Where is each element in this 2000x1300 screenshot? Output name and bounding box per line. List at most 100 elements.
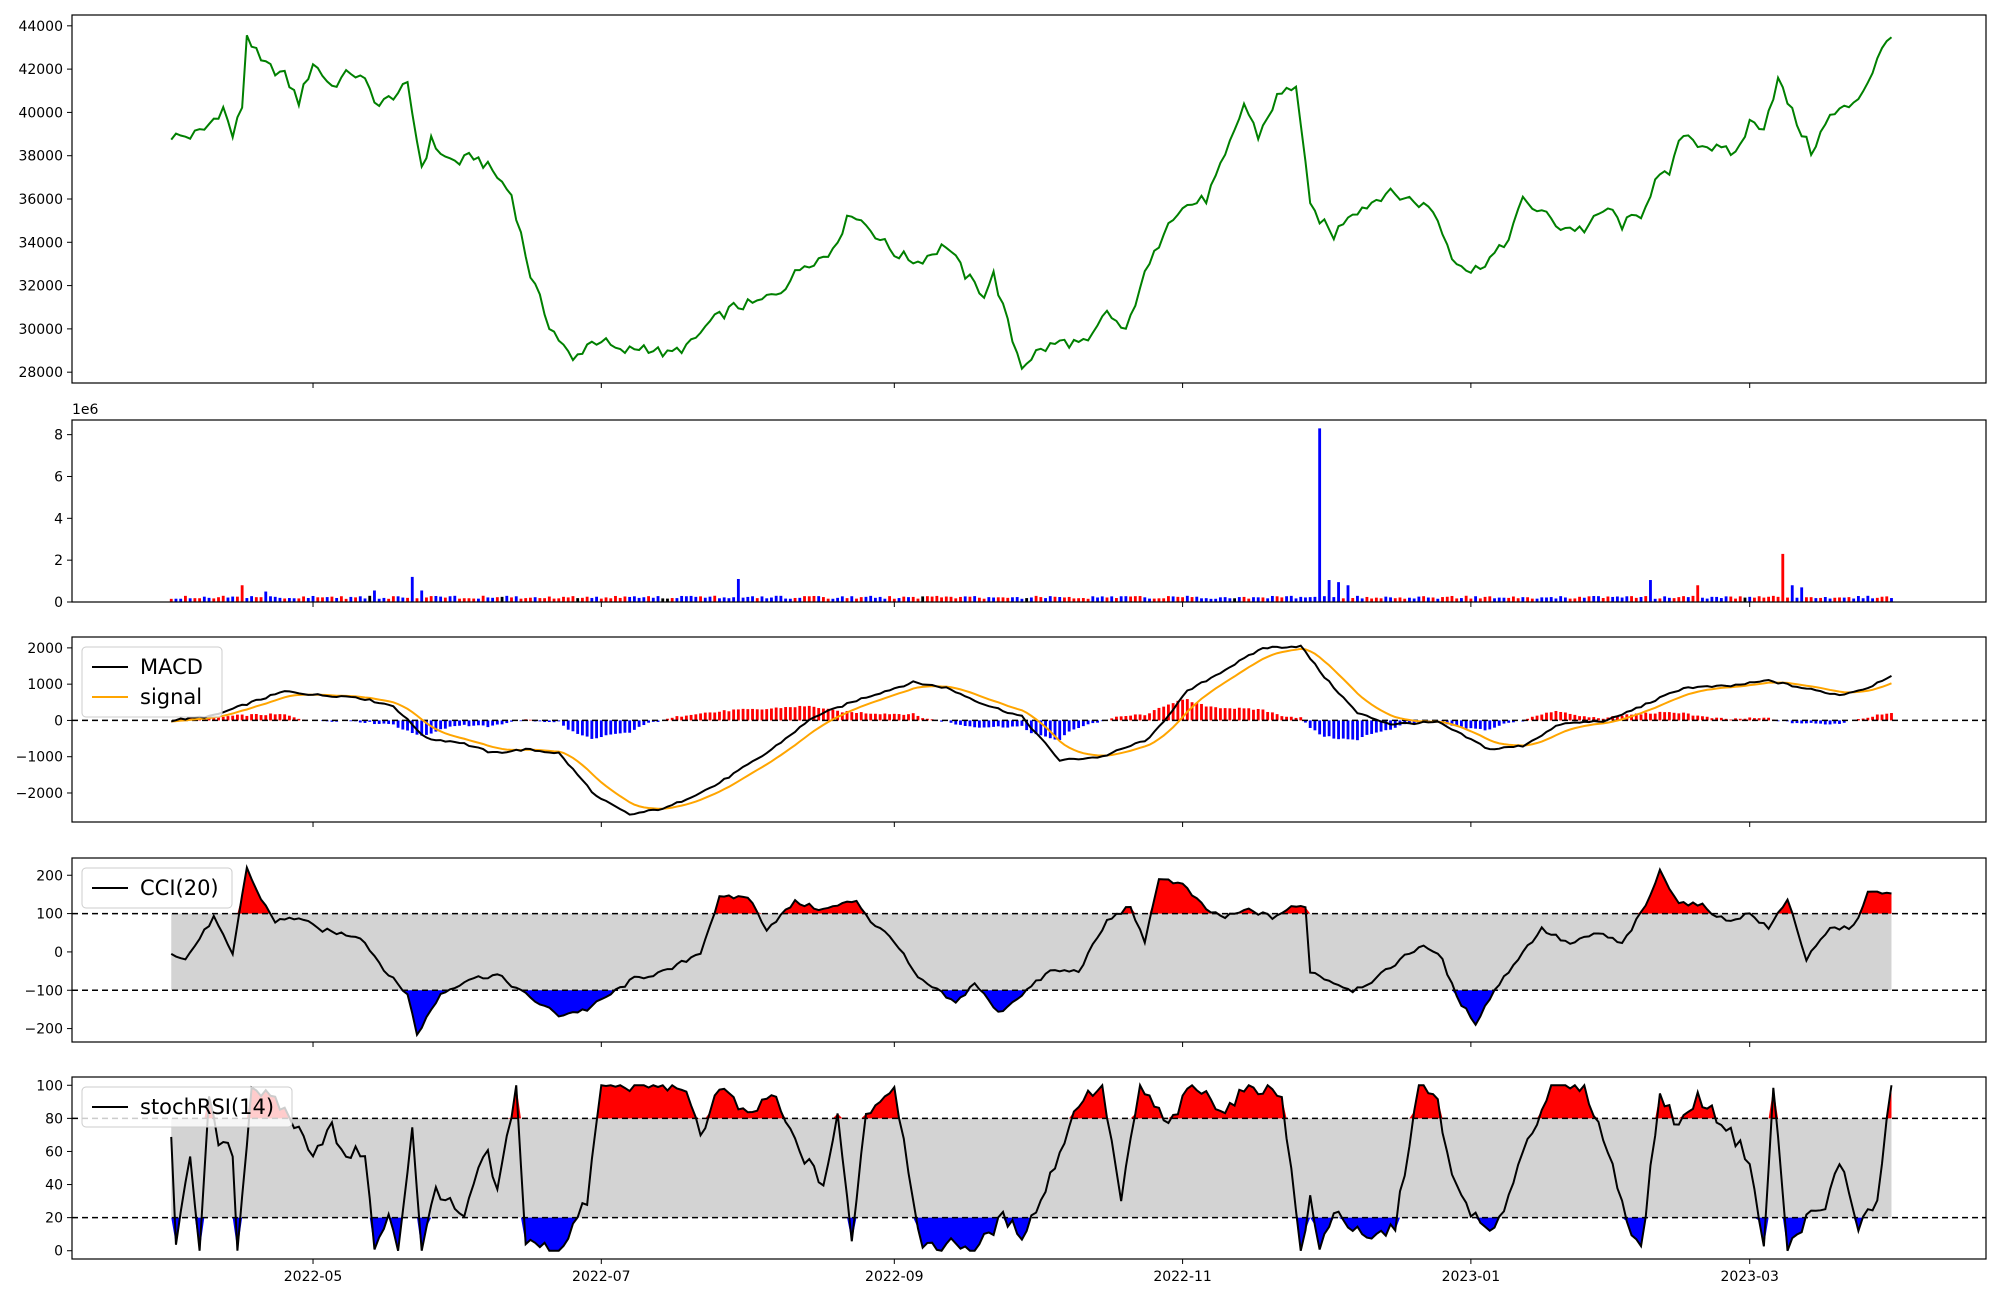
macd-histogram-bar	[1001, 720, 1005, 728]
macd-histogram-bar	[1861, 718, 1865, 721]
macd-histogram-bar	[855, 713, 858, 721]
volume-bar	[335, 597, 339, 602]
volume-bar	[1805, 597, 1808, 602]
volume-bar	[1171, 596, 1175, 602]
axes-frame	[71, 1076, 1987, 1260]
volume-bar	[1119, 596, 1123, 602]
neutral-band	[171, 913, 1892, 991]
macd-histogram-bar	[973, 720, 977, 728]
macd-histogram-bar	[1592, 717, 1596, 721]
volume-bar	[1611, 596, 1615, 602]
macd-histogram-bar	[458, 720, 461, 726]
macd-histogram-bar	[1067, 720, 1071, 732]
macd-histogram-bar	[1072, 720, 1076, 730]
macd-histogram-bar	[1167, 704, 1170, 721]
volume-bar	[264, 591, 268, 602]
volume-bar	[1096, 597, 1099, 602]
macd-histogram-bar	[1460, 720, 1463, 727]
macd-histogram-bar	[850, 712, 854, 721]
volume-bar	[850, 596, 854, 602]
macd-histogram-bar	[642, 720, 646, 726]
volume-bar	[349, 596, 353, 602]
volume-bar	[510, 597, 513, 602]
volume-bar	[836, 597, 840, 602]
macd-histogram-bar	[614, 720, 617, 734]
macd-histogram-bar	[448, 720, 452, 727]
macd-histogram-bar	[269, 713, 272, 721]
macd-histogram-bar	[1526, 718, 1530, 721]
macd-histogram-bar	[250, 714, 254, 721]
volume-bar	[1431, 597, 1435, 602]
macd-histogram-bar	[897, 714, 901, 721]
macd-histogram-bar	[1285, 716, 1288, 721]
volume-bar	[954, 598, 958, 602]
macd-histogram-bar	[1275, 714, 1279, 721]
macd-histogram-bar	[1493, 720, 1496, 728]
volume-bar	[221, 595, 225, 602]
volume-bar	[202, 596, 206, 602]
macd-histogram-bar	[1790, 720, 1794, 724]
volume-bar	[684, 596, 688, 602]
volume-bar	[864, 596, 868, 602]
volume-bar	[628, 596, 632, 602]
macd-histogram-bar	[878, 714, 882, 721]
volume-bar	[1511, 596, 1515, 602]
macd-histogram-bar	[822, 708, 825, 721]
volume-bar	[1006, 597, 1010, 602]
volume-bar	[618, 597, 622, 602]
macd-histogram-bar	[273, 714, 277, 721]
volume-bar	[1029, 597, 1033, 602]
volume-bar	[1252, 597, 1255, 602]
volume-bar	[1001, 597, 1005, 602]
macd-histogram-bar	[1578, 716, 1581, 721]
macd-histogram-bar	[1223, 708, 1227, 721]
volume-bar	[226, 597, 230, 602]
macd-histogram-bar	[1280, 716, 1284, 721]
volume-bar	[250, 596, 254, 602]
macd-histogram-bar	[283, 714, 287, 721]
volume-bar	[1460, 598, 1463, 602]
macd-histogram-bar	[1644, 712, 1648, 721]
volume-bar	[902, 596, 906, 602]
macd-histogram-bar	[779, 708, 783, 721]
macd-histogram-bar	[1875, 714, 1879, 721]
volume-bar	[184, 595, 187, 602]
macd-histogram-bar	[864, 713, 868, 721]
macd-histogram-bar	[495, 720, 499, 725]
volume-bar	[779, 595, 783, 602]
volume-bar	[1502, 597, 1506, 602]
macd-histogram-bar	[1455, 720, 1459, 726]
macd-histogram-bar	[406, 720, 409, 731]
volume-bar	[1020, 598, 1024, 602]
macd-histogram-bar	[817, 708, 821, 721]
volume-bar	[1408, 597, 1411, 602]
macd-histogram-bar	[1237, 707, 1241, 721]
macd-histogram-bar	[628, 720, 632, 733]
axes-frame	[71, 14, 1987, 384]
volume-bar	[580, 597, 584, 602]
y-tick-label: 2000	[27, 641, 63, 657]
macd-histogram-bar	[1020, 720, 1024, 726]
volume-bar	[1795, 597, 1799, 602]
macd-histogram-bar	[1077, 720, 1081, 728]
macd-histogram-bar	[1729, 719, 1733, 721]
panel-macd: −2000 −1000 0 1000 2000 MACD signal	[16, 636, 1987, 827]
macd-histogram-bar	[1734, 718, 1737, 721]
volume-bar	[1861, 598, 1865, 602]
oversold-fill	[171, 1217, 1892, 1251]
macd-histogram-bar	[1880, 714, 1884, 721]
macd-histogram-bar	[1776, 720, 1780, 722]
volume-bar	[699, 596, 702, 602]
volume-bar	[897, 598, 901, 602]
volume-bar	[1412, 598, 1416, 602]
macd-histogram-bar	[571, 720, 575, 732]
macd-histogram-bar	[472, 720, 476, 726]
volume-bar	[1672, 598, 1676, 602]
volume-bar	[1313, 596, 1317, 602]
volume-bar	[1875, 597, 1879, 602]
volume-bar	[1157, 598, 1161, 602]
volume-bar	[217, 597, 220, 602]
volume-bar	[1455, 598, 1459, 602]
volume-bar	[599, 598, 603, 602]
volume-bar	[1814, 598, 1818, 602]
